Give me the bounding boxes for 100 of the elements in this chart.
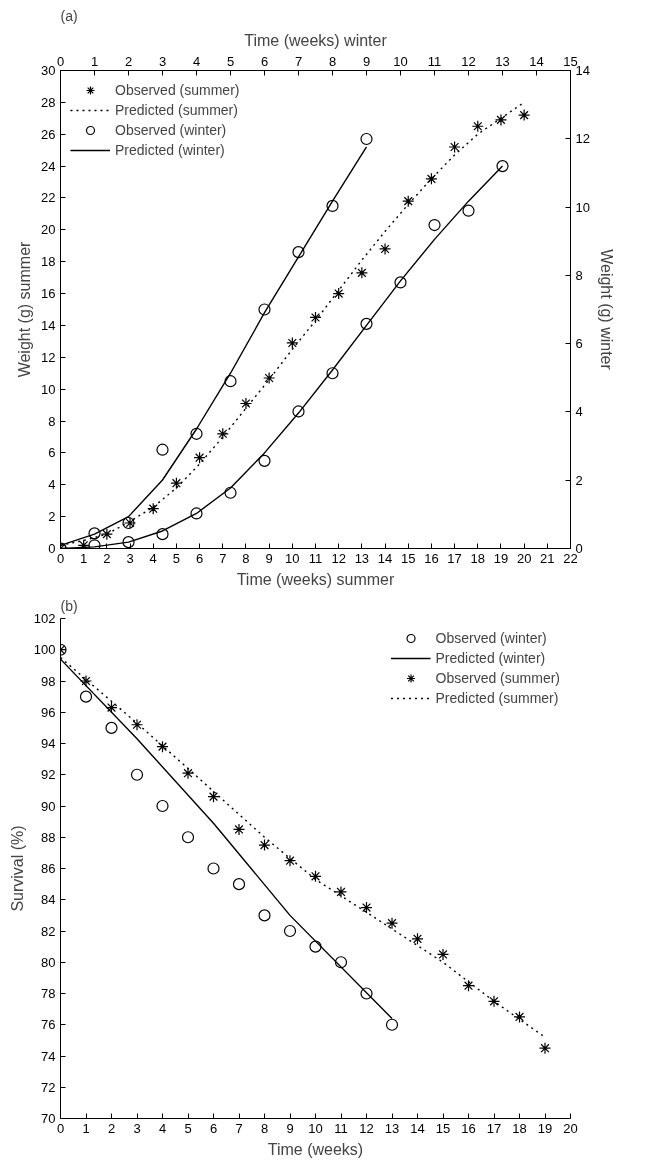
- y-tick-label: 78: [41, 986, 56, 1001]
- y-tick-label: 20: [41, 222, 56, 238]
- x2-tick-label: 12: [461, 53, 476, 69]
- y-tick-label: 14: [41, 317, 56, 333]
- legend-label: Observed (summer): [115, 82, 240, 98]
- x-tick-label: 16: [461, 1120, 476, 1136]
- y-tick-label: 74: [41, 1048, 56, 1064]
- y2-tick-label: 6: [575, 336, 583, 352]
- chart-title: (a): [60, 7, 78, 24]
- x-tick-label: 16: [424, 550, 439, 566]
- y-tick-label: 72: [41, 1079, 56, 1095]
- x2-tick-label: 10: [393, 53, 408, 69]
- y-tick-label: 12: [41, 349, 56, 365]
- x2-tick-label: 15: [563, 53, 578, 69]
- x2-tick-label: 14: [529, 53, 544, 69]
- x-tick-label: 4: [158, 1120, 167, 1136]
- x-tick-label: 17: [486, 1120, 502, 1136]
- x-tick-label: 10: [308, 1120, 323, 1136]
- x-tick-label: 1: [82, 1120, 90, 1136]
- y-tick-label: 82: [41, 923, 56, 939]
- x2-tick-label: 5: [226, 53, 235, 69]
- x-tick-label: 14: [377, 550, 393, 566]
- y-tick-label: 102: [33, 611, 56, 626]
- x-tick-label: 14: [410, 1120, 425, 1136]
- x-axis-title: Time (weeks): [267, 1140, 364, 1158]
- y2-tick-label: 12: [575, 131, 590, 147]
- legend-label: Observed (winter): [115, 122, 227, 138]
- y-tick-label: 100: [33, 642, 56, 658]
- y-tick-label: 4: [48, 477, 56, 493]
- x2-tick-label: 13: [495, 53, 510, 69]
- y-tick-label: 10: [41, 381, 56, 397]
- x-tick-label: 13: [354, 550, 370, 566]
- x-tick-label: 20: [563, 1120, 578, 1136]
- x-tick-label: 6: [209, 1120, 218, 1136]
- x2-tick-label: 11: [427, 53, 442, 69]
- y-tick-label: 76: [41, 1017, 56, 1033]
- y2-tick-label: 4: [575, 404, 583, 420]
- x-tick-label: 3: [133, 1120, 141, 1136]
- x2-tick-label: 7: [294, 53, 303, 69]
- x-tick-label: 12: [359, 1120, 374, 1136]
- y-tick-label: 86: [41, 861, 56, 876]
- y-tick-label: 6: [48, 445, 56, 461]
- x-tick-label: 6: [195, 550, 204, 566]
- x-tick-label: 7: [219, 550, 227, 566]
- y-tick-label: 28: [41, 94, 56, 110]
- y-tick-label: 96: [41, 704, 56, 720]
- y-tick-label: 80: [41, 954, 56, 970]
- legend-label: Observed (winter): [435, 630, 547, 646]
- y2-tick-label: 8: [575, 267, 583, 283]
- x-tick-label: 15: [401, 550, 416, 566]
- y-axis-title: Survival (%): [8, 825, 26, 912]
- y-tick-label: 2: [48, 509, 56, 525]
- y2-axis-title: Weight (g) winter: [597, 249, 615, 371]
- x2-tick-label: 6: [260, 53, 269, 69]
- x-tick-label: 15: [435, 1120, 451, 1136]
- y-tick-label: 24: [41, 158, 56, 174]
- x-tick-label: 19: [537, 1120, 553, 1136]
- x-tick-label: 9: [265, 550, 273, 566]
- y-tick-label: 30: [41, 63, 56, 78]
- y2-tick-label: 2: [575, 472, 583, 488]
- y-tick-label: 26: [41, 126, 56, 142]
- x-tick-label: 20: [516, 550, 532, 566]
- x-tick-label: 11: [334, 1120, 348, 1136]
- y-tick-label: 90: [41, 798, 56, 814]
- x-tick-label: 17: [447, 550, 462, 566]
- y-tick-label: 98: [41, 673, 56, 689]
- x-tick-label: 4: [149, 550, 157, 566]
- x-tick-label: 5: [184, 1120, 192, 1136]
- x-tick-label: 18: [512, 1120, 527, 1136]
- x-tick-label: 18: [470, 550, 486, 566]
- x-tick-label: 11: [308, 550, 323, 566]
- x2-tick-label: 4: [192, 53, 201, 69]
- y-tick-label: 18: [41, 254, 56, 270]
- x-tick-label: 8: [260, 1120, 269, 1136]
- x-tick-label: 12: [331, 550, 346, 566]
- x-tick-label: 2: [107, 1120, 116, 1136]
- x-tick-label: 13: [384, 1120, 400, 1136]
- x-tick-label: 5: [172, 550, 181, 566]
- x-tick-label: 8: [242, 550, 250, 566]
- x-tick-label: 21: [540, 550, 555, 566]
- x2-tick-label: 1: [90, 53, 99, 69]
- y-tick-label: 22: [41, 190, 56, 206]
- x2-tick-label: 9: [362, 53, 371, 69]
- x-tick-label: 9: [286, 1120, 294, 1136]
- y2-tick-label: 10: [575, 199, 590, 215]
- legend-label: Predicted (summer): [115, 102, 238, 118]
- legend-label: Predicted (winter): [115, 142, 225, 158]
- x2-tick-label: 8: [328, 53, 337, 69]
- x2-tick-label: 3: [158, 53, 167, 69]
- x2-axis-title: Time (weeks) winter: [244, 31, 388, 49]
- x-tick-label: 1: [80, 550, 88, 566]
- y-axis-title: Weight (g) summer: [16, 240, 34, 378]
- y-tick-label: 84: [41, 892, 56, 908]
- x-tick-label: 3: [126, 550, 134, 566]
- x-axis-title: Time (weeks) summer: [236, 570, 395, 588]
- legend-label: Observed (summer): [435, 670, 560, 686]
- x-tick-label: 19: [493, 550, 509, 566]
- y-tick-label: 88: [41, 829, 56, 845]
- x-tick-label: 2: [103, 550, 111, 566]
- chart-title: (b): [60, 597, 78, 614]
